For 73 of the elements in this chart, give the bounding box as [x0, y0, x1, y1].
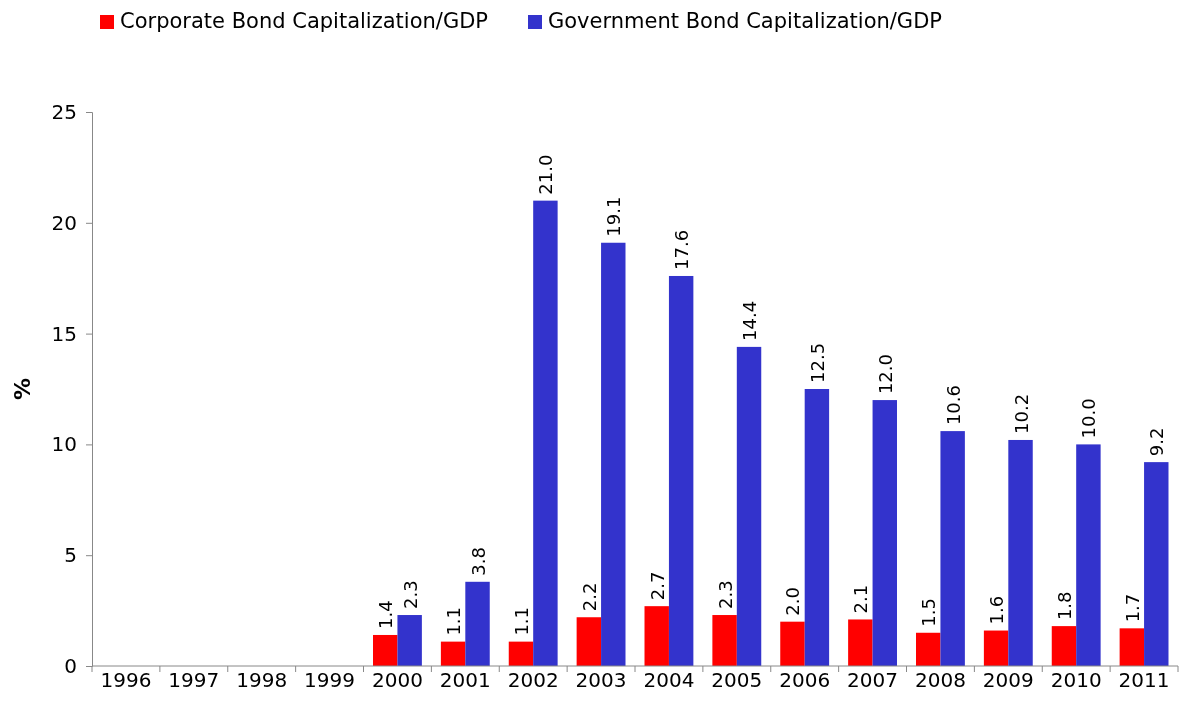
data-label: 2.1 — [850, 584, 872, 614]
x-tick-label: 2009 — [982, 668, 1034, 692]
x-tick-label: 1999 — [304, 668, 356, 692]
data-label: 3.8 — [467, 547, 489, 576]
data-label: 1.1 — [510, 606, 532, 636]
x-tick-label: 1996 — [100, 668, 152, 692]
bar — [465, 581, 490, 666]
data-label: 21.0 — [535, 154, 557, 195]
bar — [373, 634, 398, 666]
data-label: 12.5 — [806, 342, 828, 383]
data-label: 10.0 — [1078, 398, 1100, 439]
x-tick-label: 2001 — [439, 668, 491, 692]
data-label: 1.4 — [375, 600, 397, 629]
x-tick-label: 2003 — [575, 668, 627, 692]
data-label: 1.6 — [986, 595, 1008, 625]
bar — [780, 621, 805, 666]
x-tick-label: 2006 — [779, 668, 831, 692]
bar — [1076, 444, 1101, 666]
y-tick-label: 0 — [64, 653, 77, 678]
bar — [916, 632, 941, 666]
data-label: 10.6 — [942, 385, 964, 426]
bar — [576, 617, 602, 666]
data-label: 2.3 — [399, 580, 421, 610]
y-tick-label: 20 — [51, 210, 77, 235]
y-tick-label: 25 — [51, 99, 77, 124]
legend-label: Corporate Bond Capitalization/GDP — [120, 9, 488, 33]
bar — [397, 615, 422, 666]
bar — [872, 400, 897, 666]
bar — [736, 346, 762, 666]
x-tick-label: 2002 — [507, 668, 559, 692]
bar — [848, 619, 873, 666]
x-tick-label: 1998 — [236, 668, 288, 692]
data-label: 12.0 — [874, 354, 896, 395]
x-tick-label: 2007 — [847, 668, 899, 692]
y-tick-label: 15 — [51, 321, 77, 346]
x-tick-label: 2005 — [711, 668, 763, 692]
data-label: 1.1 — [443, 606, 465, 636]
data-label: 2.0 — [782, 587, 804, 616]
bar — [601, 242, 626, 666]
bar — [712, 615, 737, 666]
bar — [1119, 628, 1145, 666]
data-label: 1.7 — [1121, 593, 1143, 623]
data-label: 2.3 — [714, 580, 736, 610]
data-label: 17.6 — [671, 229, 693, 270]
x-tick-label: 2010 — [1050, 668, 1102, 692]
data-label: 1.8 — [1053, 591, 1075, 621]
bar — [983, 630, 1009, 666]
data-label: 14.4 — [739, 300, 761, 341]
y-tick-label: 5 — [64, 543, 77, 568]
bar — [440, 641, 466, 666]
x-tick-label: 1997 — [168, 668, 220, 692]
x-tick-label: 2008 — [914, 668, 966, 692]
x-tick-label: 2011 — [1118, 668, 1170, 692]
bar — [1144, 462, 1169, 666]
y-axis-title: % — [10, 377, 35, 401]
legend-label: Government Bond Capitalization/GDP — [548, 9, 942, 33]
x-tick-label: 2000 — [371, 668, 423, 692]
bar — [1051, 626, 1077, 666]
bar — [940, 431, 965, 666]
data-label: 1.5 — [918, 598, 940, 627]
bar — [644, 606, 669, 666]
data-label: 10.2 — [1010, 393, 1032, 434]
data-label: 9.2 — [1146, 427, 1168, 457]
x-tick-label: 2004 — [643, 668, 695, 692]
data-label: 19.1 — [603, 196, 625, 237]
bar — [804, 389, 830, 666]
y-tick-label: 10 — [51, 432, 77, 457]
data-label: 2.2 — [578, 582, 600, 612]
bar — [508, 641, 534, 666]
data-label: 2.7 — [646, 571, 668, 601]
bar — [668, 275, 694, 666]
bar — [1008, 439, 1033, 666]
bar — [533, 200, 558, 666]
